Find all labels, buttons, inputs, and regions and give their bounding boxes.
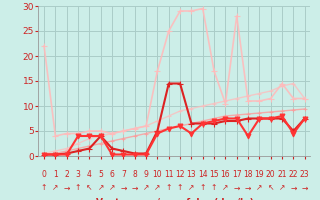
Text: ↖: ↖ <box>86 184 92 192</box>
X-axis label: Vent moyen/en rafales ( km/h ): Vent moyen/en rafales ( km/h ) <box>96 198 253 200</box>
Text: ↗: ↗ <box>188 184 195 192</box>
Text: ↑: ↑ <box>75 184 81 192</box>
Text: ↑: ↑ <box>41 184 47 192</box>
Text: ↑: ↑ <box>211 184 217 192</box>
Text: ↗: ↗ <box>154 184 161 192</box>
Text: ↑: ↑ <box>200 184 206 192</box>
Text: ↗: ↗ <box>222 184 228 192</box>
Text: →: → <box>234 184 240 192</box>
Text: →: → <box>245 184 251 192</box>
Text: ↗: ↗ <box>52 184 59 192</box>
Text: →: → <box>120 184 127 192</box>
Text: ↑: ↑ <box>165 184 172 192</box>
Text: →: → <box>301 184 308 192</box>
Text: ↗: ↗ <box>143 184 149 192</box>
Text: →: → <box>290 184 297 192</box>
Text: ↗: ↗ <box>279 184 285 192</box>
Text: ↗: ↗ <box>98 184 104 192</box>
Text: ↗: ↗ <box>109 184 115 192</box>
Text: ↗: ↗ <box>256 184 263 192</box>
Text: →: → <box>64 184 70 192</box>
Text: ↑: ↑ <box>177 184 183 192</box>
Text: ↖: ↖ <box>268 184 274 192</box>
Text: →: → <box>132 184 138 192</box>
